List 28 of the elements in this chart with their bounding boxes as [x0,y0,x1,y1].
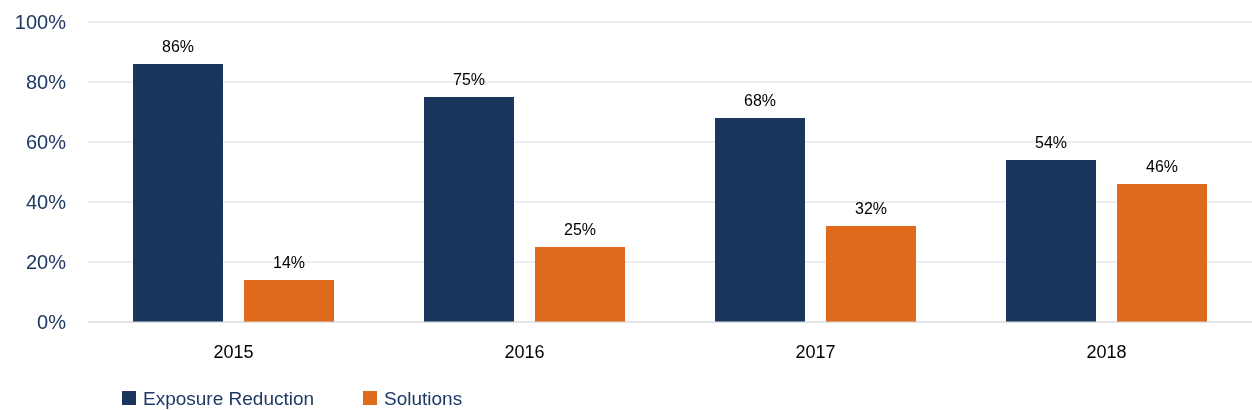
bar [535,247,625,322]
bar [1006,160,1096,322]
data-label: 54% [1034,134,1068,151]
y-tick-label: 80% [25,71,67,93]
x-tick-label: 2016 [504,342,545,362]
data-label: 68% [743,92,777,109]
data-label: 46% [1145,158,1179,175]
data-label: 75% [452,71,486,88]
y-tick-label: 0% [37,311,67,333]
x-tick-label: 2015 [213,342,254,362]
legend-label: Solutions [384,387,463,409]
bar [715,118,805,322]
bar [826,226,916,322]
data-label: 25% [563,221,597,238]
y-tick-label: 100% [14,11,67,33]
data-label: 14% [272,254,306,271]
y-tick-label: 40% [25,191,67,213]
bar [244,280,334,322]
x-tick-label: 2017 [795,342,836,362]
x-tick-label: 2018 [1086,342,1127,362]
y-tick-label: 20% [25,251,67,273]
y-tick-label: 60% [25,131,67,153]
bar [424,97,514,322]
bar [133,64,223,322]
data-label: 86% [161,38,195,55]
bar [1117,184,1207,322]
data-label: 32% [854,200,888,217]
legend-label: Exposure Reduction [143,387,315,409]
